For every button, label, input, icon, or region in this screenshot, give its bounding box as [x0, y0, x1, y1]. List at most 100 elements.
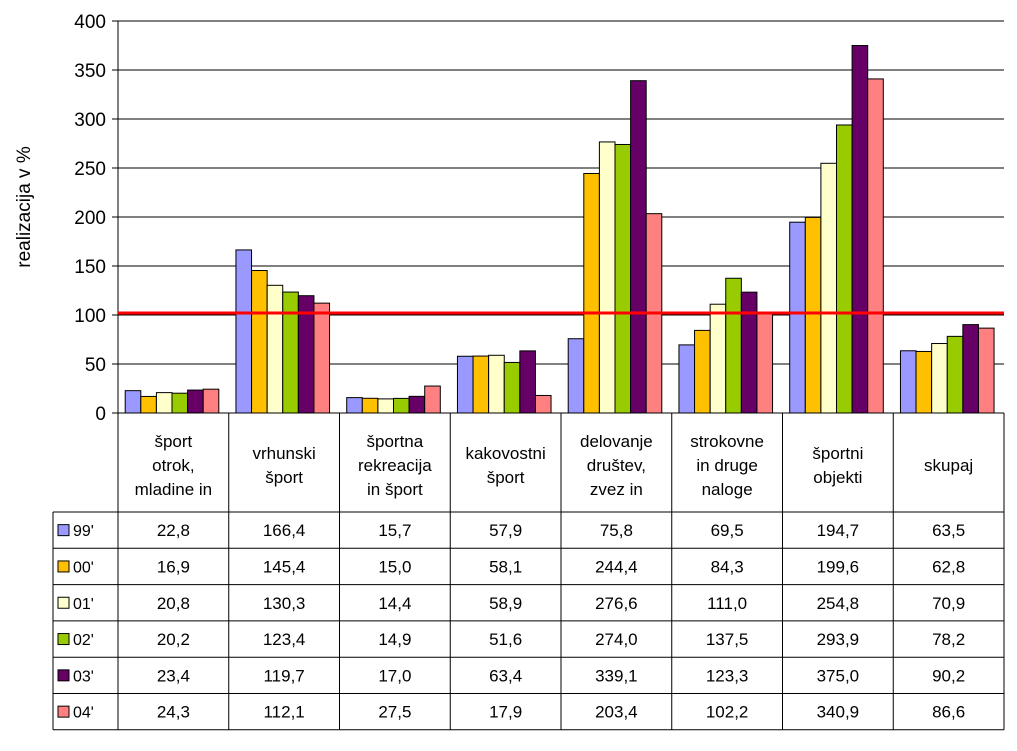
- bar: [915, 350, 933, 414]
- category-label: skupaj: [924, 456, 973, 475]
- bars: [124, 45, 995, 414]
- data-label: 20,2: [157, 630, 190, 649]
- y-axis: 0 50 100 150 200 250 300 350 400: [74, 12, 1004, 425]
- y-tick-label: 150: [74, 257, 106, 278]
- category-label: vrhunski: [252, 444, 315, 463]
- data-label: 244,4: [595, 557, 638, 576]
- data-label: 51,6: [489, 630, 522, 649]
- bar: [583, 172, 600, 414]
- data-label: 102,2: [706, 703, 749, 722]
- legend-swatch: [57, 633, 70, 646]
- bar: [867, 78, 884, 414]
- bar: [377, 398, 394, 414]
- bar: [740, 291, 758, 414]
- bar: [266, 284, 284, 414]
- bar: [789, 221, 806, 414]
- data-label: 15,0: [378, 557, 411, 576]
- bar: [424, 385, 441, 414]
- y-tick-label: 200: [74, 208, 106, 229]
- data-label: 63,5: [932, 521, 965, 540]
- bar: [408, 395, 426, 414]
- bar: [346, 397, 363, 414]
- y-tick-label: 250: [74, 159, 106, 180]
- bar: [235, 249, 253, 414]
- data-label: 63,4: [489, 666, 522, 685]
- category-label: naloge: [702, 480, 753, 499]
- data-label: 57,9: [489, 521, 522, 540]
- data-label: 58,1: [489, 557, 522, 576]
- y-tick-label: 50: [85, 355, 106, 376]
- bar: [251, 270, 268, 414]
- y-tick-label: 400: [74, 12, 106, 33]
- bar: [472, 355, 490, 414]
- data-label: 254,8: [817, 594, 860, 613]
- data-label: 69,5: [711, 521, 744, 540]
- data-label: 194,7: [817, 521, 860, 540]
- data-label: 123,4: [263, 630, 306, 649]
- data-label: 90,2: [932, 666, 965, 685]
- data-label: 27,5: [378, 703, 411, 722]
- bar: [678, 344, 696, 414]
- data-label: 123,3: [706, 666, 749, 685]
- data-label: 375,0: [817, 666, 860, 685]
- y-tick-label: 350: [74, 61, 106, 82]
- bar: [946, 335, 964, 414]
- bar: [567, 338, 585, 414]
- bar: [820, 162, 838, 414]
- bar: [313, 302, 331, 414]
- bar: [709, 303, 727, 414]
- bar: [694, 329, 711, 414]
- y-tick-label: 100: [74, 306, 106, 327]
- bar: [851, 45, 869, 414]
- data-label: 62,8: [932, 557, 965, 576]
- data-label: 22,8: [157, 521, 190, 540]
- y-tick-label: 0: [95, 404, 106, 425]
- category-label: in šport: [367, 480, 423, 499]
- data-label: 15,7: [378, 521, 411, 540]
- data-label: 78,2: [932, 630, 965, 649]
- category-label: delovanje: [580, 432, 653, 451]
- data-label: 340,9: [817, 703, 860, 722]
- legend-label: 00': [73, 559, 94, 576]
- data-label: 339,1: [595, 666, 638, 685]
- data-label: 166,4: [263, 521, 306, 540]
- data-label: 14,9: [378, 630, 411, 649]
- legend-swatch: [57, 560, 70, 573]
- bar: [899, 350, 917, 414]
- bar: [202, 388, 220, 414]
- data-label: 276,6: [595, 594, 638, 613]
- bar: [598, 141, 616, 414]
- data-label: 23,4: [157, 666, 190, 685]
- data-label: 20,8: [157, 594, 190, 613]
- data-label: 14,4: [378, 594, 411, 613]
- data-label: 24,3: [157, 703, 190, 722]
- category-label: strokovne: [690, 432, 764, 451]
- bar: [962, 324, 979, 414]
- category-label: društev,: [587, 456, 646, 475]
- bar: [140, 395, 157, 414]
- data-label: 293,9: [817, 630, 860, 649]
- data-label: 274,0: [595, 630, 638, 649]
- data-label: 137,5: [706, 630, 749, 649]
- bar: [725, 277, 742, 414]
- data-label: 16,9: [157, 557, 190, 576]
- data-label: 17,9: [489, 703, 522, 722]
- bar: [171, 392, 189, 414]
- data-label: 17,0: [378, 666, 411, 685]
- y-axis-label: realizacija v %: [14, 146, 35, 268]
- category-label: zvez in: [590, 480, 643, 499]
- category-label: šport: [154, 432, 192, 451]
- bar: [155, 392, 173, 414]
- category-label: športna: [367, 432, 424, 451]
- bar: [187, 389, 204, 414]
- data-label: 86,6: [932, 703, 965, 722]
- legend-label: 03': [73, 668, 94, 685]
- category-label: športni: [812, 444, 863, 463]
- bar: [534, 394, 552, 414]
- category-label: otrok,: [152, 456, 195, 475]
- category-label: in druge: [696, 456, 757, 475]
- category-label: mladine in: [135, 480, 213, 499]
- legend-label: 01': [73, 596, 94, 613]
